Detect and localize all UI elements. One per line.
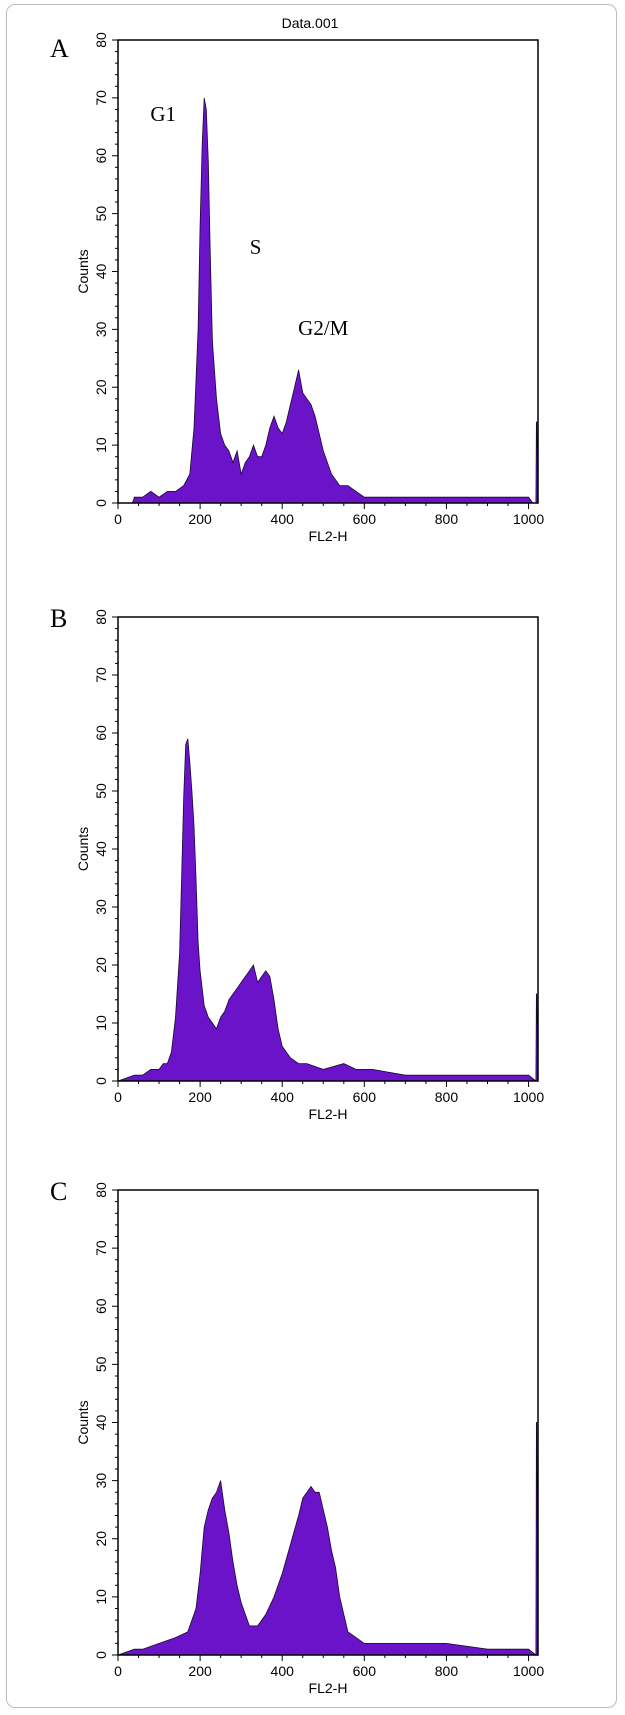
- panel-letter: C: [50, 1177, 67, 1206]
- x-tick-label: 200: [188, 1663, 212, 1679]
- y-tick-label: 20: [93, 957, 109, 973]
- y-tick-label: 60: [93, 725, 109, 741]
- y-axis-label: Counts: [75, 249, 91, 293]
- x-tick-label: 800: [435, 1663, 459, 1679]
- y-axis-label: Counts: [75, 827, 91, 871]
- y-tick-label: 60: [93, 1298, 109, 1314]
- x-tick-label: 600: [353, 1663, 377, 1679]
- x-tick-label: 1000: [513, 1663, 544, 1679]
- x-tick-label: 1000: [513, 511, 544, 527]
- phase-annotation: G1: [150, 102, 176, 126]
- chart-title: Data.001: [282, 15, 339, 31]
- plot-frame: [117, 39, 539, 504]
- y-tick-label: 80: [93, 32, 109, 48]
- x-tick-label: 800: [435, 511, 459, 527]
- y-axis-label: Counts: [75, 1400, 91, 1444]
- x-tick-label: 800: [435, 1089, 459, 1105]
- x-tick-label: 600: [353, 511, 377, 527]
- panel-letter: B: [50, 604, 67, 633]
- y-tick-label: 20: [93, 1531, 109, 1547]
- y-tick-label: 20: [93, 379, 109, 395]
- y-tick-label: 50: [93, 1356, 109, 1372]
- histogram-series: [117, 1422, 539, 1656]
- x-tick-label: 400: [271, 511, 295, 527]
- y-tick-label: 70: [93, 90, 109, 106]
- y-tick-label: 30: [93, 899, 109, 915]
- y-tick-label: 40: [93, 841, 109, 857]
- y-tick-label: 0: [93, 499, 109, 507]
- y-tick-label: 30: [93, 321, 109, 337]
- phase-annotation: G2/M: [298, 316, 349, 340]
- x-tick-label: 0: [114, 511, 122, 527]
- x-axis-label: FL2-H: [309, 528, 348, 544]
- phase-annotation: S: [250, 235, 262, 259]
- y-tick-label: 40: [93, 264, 109, 280]
- figure-frame: [6, 4, 617, 1708]
- x-tick-label: 400: [271, 1089, 295, 1105]
- y-tick-label: 10: [93, 437, 109, 453]
- y-tick-label: 80: [93, 1182, 109, 1198]
- x-tick-label: 600: [353, 1089, 377, 1105]
- x-tick-label: 200: [188, 1089, 212, 1105]
- y-tick-label: 70: [93, 1240, 109, 1256]
- y-tick-label: 10: [93, 1015, 109, 1031]
- panel-letter: A: [50, 34, 69, 63]
- y-tick-label: 30: [93, 1473, 109, 1489]
- y-tick-label: 10: [93, 1589, 109, 1605]
- histogram-series: [118, 97, 539, 504]
- x-axis-label: FL2-H: [309, 1106, 348, 1122]
- y-tick-label: 60: [93, 148, 109, 164]
- x-axis-label: FL2-H: [309, 1680, 348, 1696]
- y-tick-label: 50: [93, 206, 109, 222]
- y-tick-label: 0: [93, 1077, 109, 1085]
- x-tick-label: 0: [114, 1089, 122, 1105]
- y-tick-label: 80: [93, 609, 109, 625]
- y-tick-label: 0: [93, 1651, 109, 1659]
- y-tick-label: 50: [93, 783, 109, 799]
- x-tick-label: 200: [188, 511, 212, 527]
- histogram-series: [117, 738, 539, 1082]
- x-tick-label: 400: [271, 1663, 295, 1679]
- y-tick-label: 70: [93, 667, 109, 683]
- x-tick-label: 0: [114, 1663, 122, 1679]
- y-tick-label: 40: [93, 1415, 109, 1431]
- x-tick-label: 1000: [513, 1089, 544, 1105]
